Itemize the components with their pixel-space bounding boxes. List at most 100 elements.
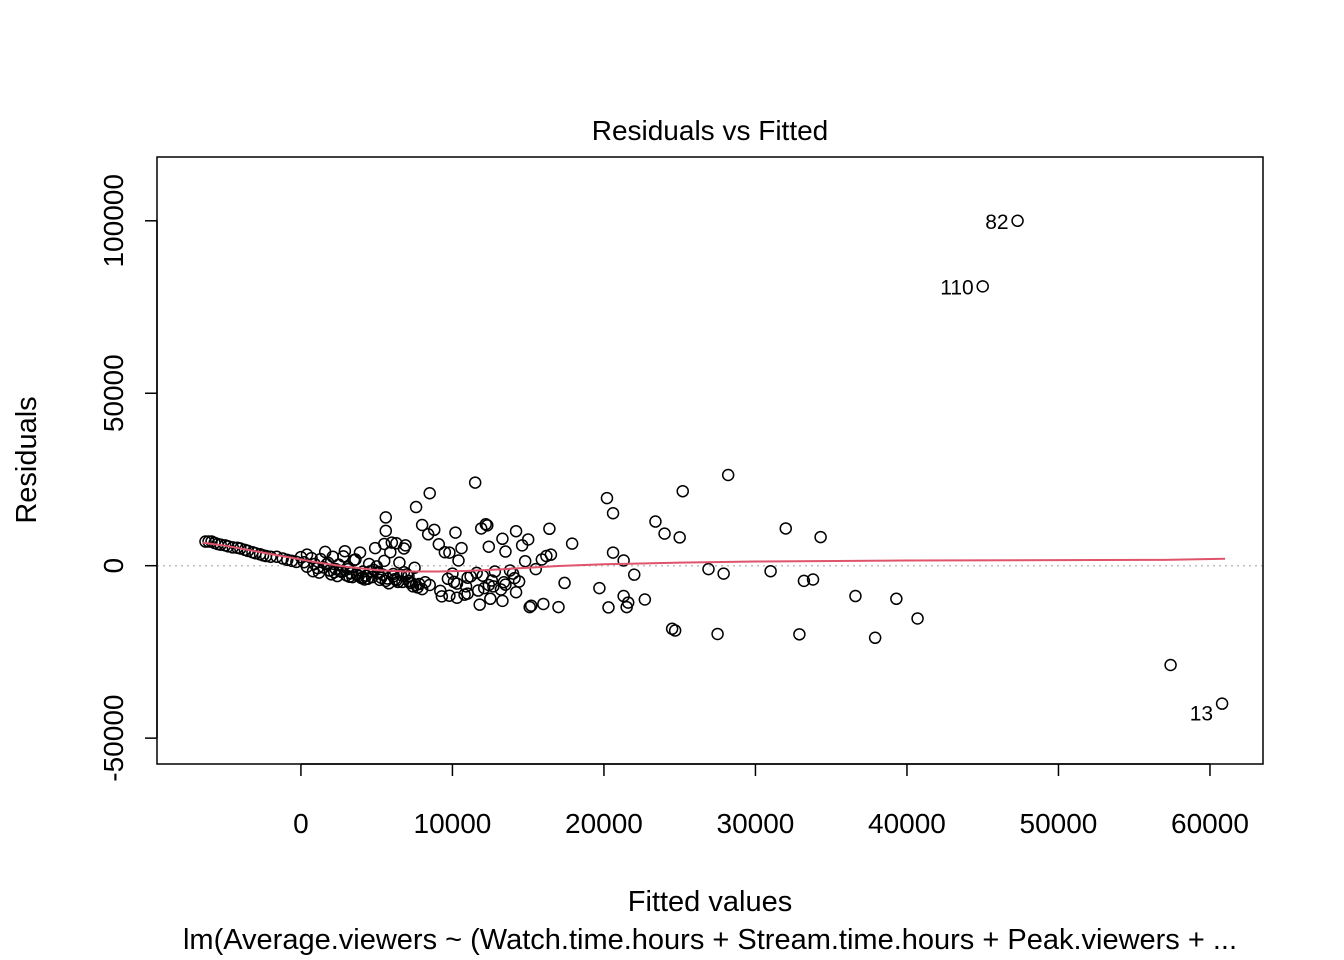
data-point [617, 554, 630, 567]
data-point [378, 537, 391, 551]
data-point [518, 554, 532, 568]
data-point [552, 600, 565, 614]
data-point [471, 584, 485, 597]
data-point [379, 524, 393, 538]
outlier-labels: 82 110 13 [940, 211, 1213, 726]
data-point [371, 565, 385, 579]
data-point [600, 491, 614, 505]
x-axis: 0 10000 20000 30000 40000 50000 60000 [293, 763, 1249, 839]
data-point [400, 568, 414, 581]
data-point [711, 627, 724, 641]
data-point-outlier [976, 280, 989, 293]
x-tick-label: 30000 [717, 808, 795, 839]
data-point [814, 530, 827, 544]
plot-frame [156, 156, 1264, 765]
data-point [385, 536, 399, 549]
data-point [423, 578, 436, 592]
y-tick-label: 100000 [98, 174, 129, 267]
data-point [540, 549, 553, 563]
data-point [793, 628, 806, 641]
points-layer [199, 214, 1229, 710]
data-point [721, 468, 735, 482]
data-point [620, 600, 633, 614]
data-point [911, 612, 924, 625]
data-point [408, 561, 421, 575]
data-point [521, 533, 535, 546]
data-point [306, 564, 320, 578]
data-point [499, 545, 512, 558]
data-point [543, 522, 556, 536]
data-point [593, 581, 606, 595]
data-point [658, 527, 671, 540]
data-point [403, 576, 417, 590]
data-point [281, 553, 294, 567]
data-point [459, 580, 473, 593]
data-point [482, 540, 496, 553]
data-point [356, 571, 370, 584]
data-point [447, 575, 461, 589]
data-point [606, 507, 620, 520]
data-point [806, 573, 820, 586]
data-point [438, 545, 452, 559]
data-point [890, 592, 903, 606]
model-subtitle: lm(Average.viewers ~ (Watch.time.hours +… [183, 924, 1237, 956]
x-tick-label: 50000 [1020, 808, 1098, 839]
chart-title: Residuals vs Fitted [592, 115, 829, 146]
data-point-outlier [1011, 214, 1024, 228]
data-point [312, 566, 326, 579]
data-point [338, 544, 352, 558]
data-point [638, 593, 652, 606]
data-point [452, 554, 465, 567]
x-axis-label: Fitted values [628, 886, 792, 918]
data-point [617, 589, 630, 603]
data-point [443, 546, 456, 559]
data-point [565, 537, 579, 550]
x-tick-label: 20000 [565, 808, 643, 839]
y-tick-label: -50000 [98, 695, 129, 782]
data-point [397, 542, 411, 555]
smoother-line [202, 541, 1226, 573]
data-point [512, 575, 526, 588]
data-point [779, 522, 793, 535]
data-point [558, 576, 571, 590]
data-point [496, 594, 509, 608]
data-point [764, 564, 777, 578]
data-point [627, 568, 641, 581]
data-point [337, 550, 350, 563]
data-point [649, 515, 662, 528]
x-tick-label: 40000 [868, 808, 946, 839]
data-point [443, 589, 456, 602]
data-point [450, 591, 464, 605]
data-point [358, 573, 371, 586]
data-point [868, 631, 882, 645]
data-point [602, 601, 615, 614]
data-point [341, 562, 355, 576]
data-point [468, 476, 482, 489]
data-point [435, 590, 449, 603]
data-point [470, 566, 483, 580]
data-point [318, 545, 332, 559]
data-point-outlier [1215, 697, 1229, 710]
data-point [497, 575, 511, 589]
outlier-label: 13 [1190, 703, 1213, 726]
data-point [509, 524, 523, 538]
data-point [432, 538, 446, 551]
data-point [484, 592, 497, 606]
outlier-label: 110 [940, 276, 973, 299]
data-point [479, 518, 493, 531]
outlier-label: 82 [985, 211, 1008, 234]
data-point [529, 562, 543, 576]
data-point [415, 518, 429, 532]
data-point [264, 550, 277, 563]
y-axis-label: Residuals [11, 396, 43, 523]
x-tick-label: 0 [293, 808, 309, 839]
x-tick-label: 10000 [414, 808, 492, 839]
data-point [481, 519, 494, 532]
data-point [537, 597, 550, 611]
data-point [496, 532, 509, 546]
data-point [379, 511, 393, 524]
data-point [523, 600, 536, 614]
data-point [409, 500, 423, 514]
data-point [340, 569, 353, 582]
